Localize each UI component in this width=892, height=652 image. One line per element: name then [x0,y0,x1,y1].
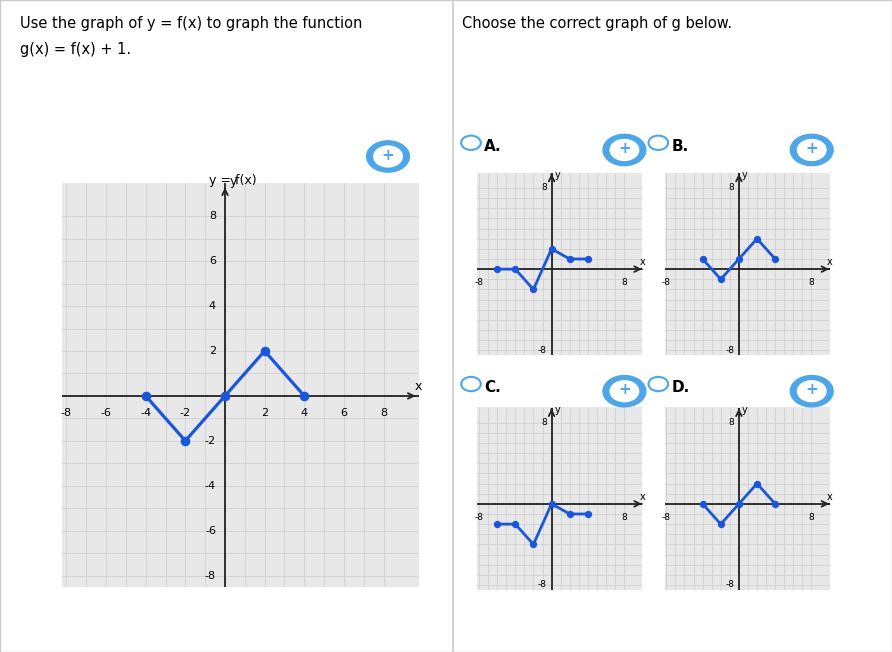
Text: -4: -4 [140,408,152,419]
Text: A.: A. [484,139,502,155]
Point [563,254,577,264]
Text: 8: 8 [729,183,734,192]
Point [750,479,764,489]
Text: y: y [741,170,747,180]
Point [258,346,272,356]
Text: -8: -8 [475,513,483,522]
Text: +: + [618,141,631,156]
Point [508,519,523,529]
Point [714,519,728,529]
Text: 8: 8 [621,513,627,522]
Point [138,391,153,401]
Point [696,499,710,509]
Text: x: x [640,257,645,267]
Point [714,274,728,284]
Text: B.: B. [672,139,689,155]
Point [544,244,558,254]
Text: y: y [230,175,237,188]
Text: Use the graph of y = f(x) to graph the function: Use the graph of y = f(x) to graph the f… [20,16,362,31]
Text: y = f(x): y = f(x) [209,174,257,187]
Point [563,509,577,519]
Text: 8: 8 [808,278,814,288]
Text: -2: -2 [180,408,191,419]
Text: +: + [382,147,394,163]
Point [490,519,504,529]
Point [526,284,541,295]
Text: -6: -6 [101,408,112,419]
Text: -8: -8 [475,278,483,288]
Text: 6: 6 [341,408,347,419]
Text: x: x [827,492,832,502]
Text: -8: -8 [538,346,547,355]
Text: 8: 8 [209,211,216,221]
Text: C.: C. [484,380,501,396]
Text: 8: 8 [380,408,387,419]
Text: 2: 2 [261,408,268,419]
Text: g(x) = f(x) + 1.: g(x) = f(x) + 1. [20,42,131,57]
Text: +: + [805,382,818,398]
Text: -8: -8 [662,278,671,288]
Text: -8: -8 [61,408,72,419]
Text: x: x [827,257,832,267]
Point [768,499,782,509]
Text: 8: 8 [541,183,547,192]
Text: +: + [805,141,818,156]
Point [750,233,764,244]
Point [581,254,595,264]
Point [544,499,558,509]
Text: -4: -4 [205,481,216,491]
Text: y: y [741,404,747,415]
Point [490,264,504,274]
Point [581,509,595,519]
Text: y: y [554,170,560,180]
Point [297,391,311,401]
Text: -2: -2 [205,436,216,446]
Point [508,264,523,274]
Point [178,436,193,446]
Text: -8: -8 [725,346,734,355]
Point [731,254,746,264]
Text: -8: -8 [538,580,547,589]
Point [526,539,541,550]
Text: x: x [640,492,645,502]
Point [696,254,710,264]
Text: 8: 8 [541,418,547,427]
Text: 2: 2 [209,346,216,356]
Text: 8: 8 [808,513,814,522]
Text: +: + [618,382,631,398]
Point [731,499,746,509]
Point [768,254,782,264]
Text: 4: 4 [209,301,216,311]
Text: -8: -8 [205,570,216,580]
Point [218,391,232,401]
Text: -6: -6 [205,526,216,536]
Text: 6: 6 [209,256,216,266]
Text: D.: D. [672,380,690,396]
Text: 8: 8 [621,278,627,288]
Text: x: x [414,379,422,393]
Text: y: y [554,404,560,415]
Text: -8: -8 [662,513,671,522]
Text: 8: 8 [729,418,734,427]
Text: Choose the correct graph of g below.: Choose the correct graph of g below. [462,16,732,31]
Text: -8: -8 [725,580,734,589]
Text: 4: 4 [301,408,308,419]
